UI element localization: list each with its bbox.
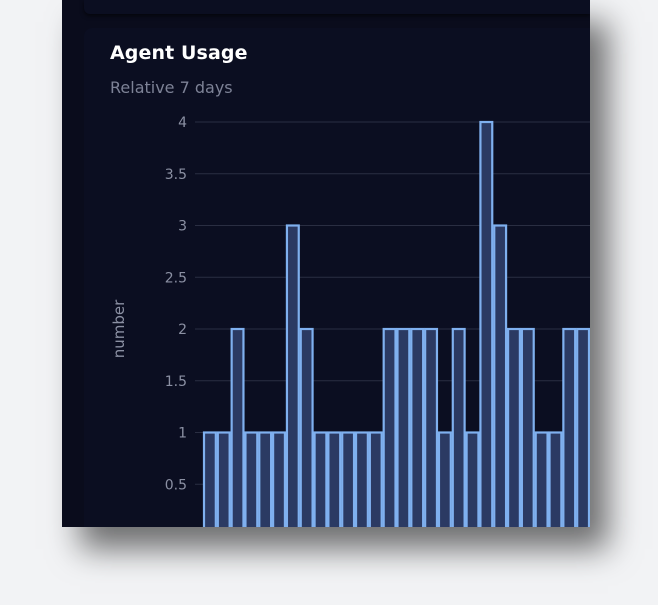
y-tick-label: 3 (178, 219, 187, 235)
y-tick-label: 2.5 (165, 270, 187, 286)
bar[interactable] (424, 327, 439, 527)
bar[interactable] (368, 431, 383, 528)
bar[interactable] (534, 431, 549, 528)
dashboard-panel: Agent Usage Relative 7 days 0.5 1 1.5 2 2.5 3… (62, 0, 590, 527)
bar[interactable] (493, 224, 508, 528)
bar[interactable] (437, 431, 452, 528)
bar[interactable] (410, 327, 425, 527)
y-tick-label: 1.5 (165, 374, 187, 390)
bar[interactable] (382, 327, 397, 527)
previous-card (84, 0, 590, 14)
bars (202, 120, 590, 528)
y-axis-ticks: 0.5 1 1.5 2 2.5 3 3.5 4 (165, 115, 187, 493)
card-subtitle: Relative 7 days (110, 78, 233, 97)
bar[interactable] (327, 431, 342, 528)
bar[interactable] (465, 431, 480, 528)
bar[interactable] (216, 431, 231, 528)
y-tick-label: 1 (178, 426, 187, 442)
y-tick-label: 4 (178, 115, 187, 131)
bar[interactable] (354, 431, 369, 528)
bar[interactable] (562, 327, 577, 527)
bar[interactable] (576, 327, 590, 527)
y-tick-label: 0.5 (165, 477, 187, 493)
bar[interactable] (244, 431, 259, 528)
bar[interactable] (258, 431, 273, 528)
bar[interactable] (272, 431, 287, 528)
agent-usage-chart: 0.5 1 1.5 2 2.5 3 3.5 4 number (110, 115, 590, 528)
y-tick-label: 3.5 (165, 167, 187, 183)
bar[interactable] (202, 431, 217, 528)
bar[interactable] (548, 431, 563, 528)
bar[interactable] (230, 327, 245, 527)
bar[interactable] (299, 327, 314, 527)
bar[interactable] (520, 327, 535, 527)
y-axis-label: number (110, 299, 128, 358)
bar[interactable] (479, 120, 494, 527)
bar[interactable] (285, 224, 300, 528)
y-tick-label: 2 (178, 322, 187, 338)
bar[interactable] (396, 327, 411, 527)
bar[interactable] (506, 327, 521, 527)
bar[interactable] (451, 327, 466, 527)
bar[interactable] (341, 431, 356, 528)
card-title: Agent Usage (110, 42, 248, 64)
bar[interactable] (313, 431, 328, 528)
